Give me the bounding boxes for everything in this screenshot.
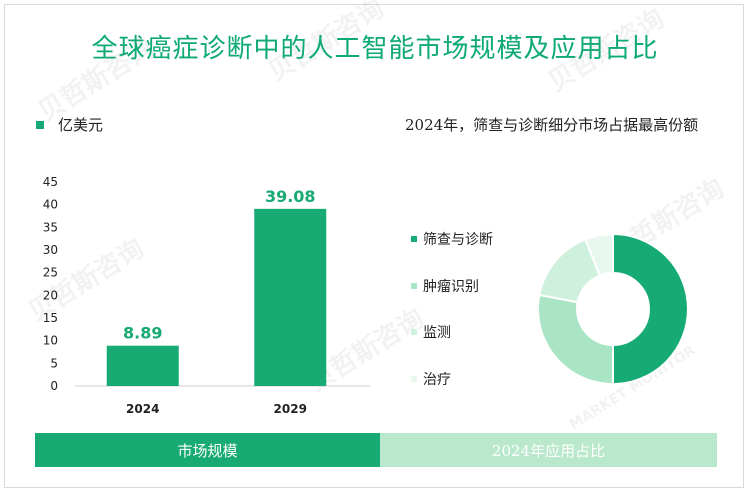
bar-data-label: 8.89 <box>123 324 162 343</box>
y-tick-label: 40 <box>43 198 58 212</box>
bar-data-label: 39.08 <box>265 187 316 206</box>
y-tick-label: 35 <box>43 220 58 234</box>
unit-legend-label: 亿美元 <box>58 116 104 134</box>
chart-title: 全球癌症诊断中的人工智能市场规模及应用占比 <box>91 34 659 64</box>
y-tick-label: 10 <box>43 334 58 348</box>
pie-legend-label: 筛查与诊断 <box>423 232 493 248</box>
y-tick-label: 30 <box>43 243 58 257</box>
unit-legend: 亿美元 <box>36 114 103 135</box>
bar-2029 <box>254 208 327 386</box>
unit-legend-swatch <box>36 120 44 129</box>
pie-legend-item: 筛查与诊断 <box>411 229 493 249</box>
y-tick-label: 0 <box>50 379 58 393</box>
y-tick-label: 20 <box>43 288 58 302</box>
pie-legend-swatch <box>411 329 417 335</box>
pie-legend-item: 肿瘤识别 <box>411 276 479 296</box>
pie-legend-swatch <box>411 376 417 382</box>
bar-2024 <box>106 345 179 386</box>
pie-legend-swatch <box>411 236 417 242</box>
y-tick-label: 45 <box>43 175 58 189</box>
pie-legend-swatch <box>411 283 417 289</box>
pie-legend-item: 治疗 <box>411 369 451 389</box>
x-tick-label: 2024 <box>126 402 159 416</box>
bar-chart: 0 5 10 15 20 25 30 35 40 45 8.89 2024 39.08 2029 <box>43 175 370 416</box>
y-tick-label: 25 <box>43 266 58 280</box>
x-tick-label: 2029 <box>274 402 307 416</box>
y-tick-label: 15 <box>43 311 58 325</box>
pie-title: 2024年，筛查与诊断细分市场占据最高份额 <box>405 116 699 134</box>
pie-legend-label: 监测 <box>423 325 451 341</box>
y-tick-label: 5 <box>50 356 58 370</box>
footer-market-size: 市场规模 <box>35 433 380 467</box>
pie-legend-label: 肿瘤识别 <box>423 279 479 295</box>
pie-legend-item: 监测 <box>411 322 451 342</box>
chart-frame <box>4 4 744 488</box>
footer-application-share: 2024年应用占比 <box>380 433 717 467</box>
pie-legend-label: 治疗 <box>423 372 451 388</box>
